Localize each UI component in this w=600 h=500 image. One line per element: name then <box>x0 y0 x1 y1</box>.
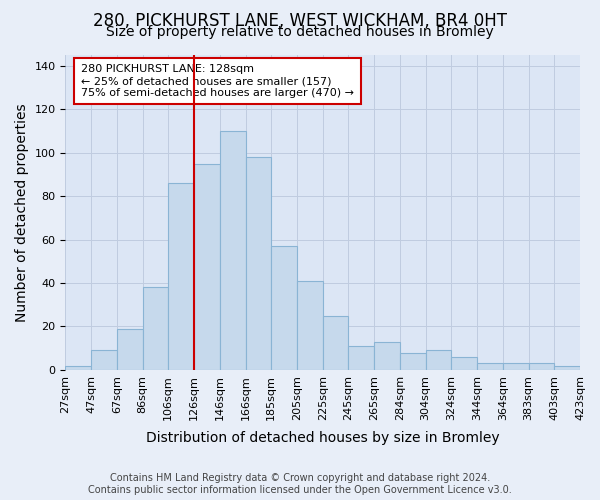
Bar <box>529 364 554 370</box>
Bar <box>374 342 400 370</box>
Bar <box>169 183 194 370</box>
Bar <box>245 157 271 370</box>
Bar <box>194 164 220 370</box>
Bar <box>65 366 91 370</box>
Bar <box>117 328 143 370</box>
X-axis label: Distribution of detached houses by size in Bromley: Distribution of detached houses by size … <box>146 431 500 445</box>
Text: 280 PICKHURST LANE: 128sqm
← 25% of detached houses are smaller (157)
75% of sem: 280 PICKHURST LANE: 128sqm ← 25% of deta… <box>81 64 354 98</box>
Bar <box>297 281 323 370</box>
Bar <box>91 350 117 370</box>
Bar <box>143 288 169 370</box>
Bar <box>349 346 374 370</box>
Bar <box>323 316 349 370</box>
Bar <box>425 350 451 370</box>
Text: Contains HM Land Registry data © Crown copyright and database right 2024.
Contai: Contains HM Land Registry data © Crown c… <box>88 474 512 495</box>
Text: 280, PICKHURST LANE, WEST WICKHAM, BR4 0HT: 280, PICKHURST LANE, WEST WICKHAM, BR4 0… <box>93 12 507 30</box>
Y-axis label: Number of detached properties: Number of detached properties <box>15 103 29 322</box>
Bar <box>271 246 297 370</box>
Text: Size of property relative to detached houses in Bromley: Size of property relative to detached ho… <box>106 25 494 39</box>
Bar <box>220 131 245 370</box>
Bar <box>400 352 425 370</box>
Bar <box>554 366 580 370</box>
Bar <box>477 364 503 370</box>
Bar <box>503 364 529 370</box>
Bar <box>451 357 477 370</box>
